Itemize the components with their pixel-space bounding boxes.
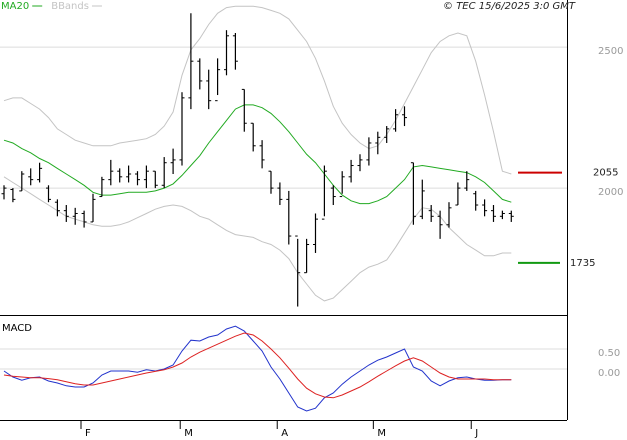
source: © TEC 15/6/2025 3:0 GMT — [443, 1, 576, 12]
level-label: 1735 — [570, 258, 595, 269]
bband-lower — [3, 176, 512, 302]
ma-legend: MA20 — [1, 1, 29, 12]
y-tick-label: 2500 — [598, 46, 623, 57]
level-label: 2055 — [593, 168, 618, 179]
x-tick-label: A — [281, 428, 288, 439]
y-tick-label: 0.50 — [598, 348, 620, 359]
x-tick-label: J — [474, 428, 478, 439]
ma-line — [3, 104, 512, 205]
x-tick-label: F — [85, 428, 91, 439]
x-tick-label: M — [184, 428, 193, 439]
bbands-legend: BBands — [51, 1, 89, 12]
y-tick-label: 2000 — [598, 187, 623, 198]
macd-line — [3, 332, 512, 399]
y-tick-label: 0.00 — [598, 368, 620, 379]
bband-upper — [3, 5, 512, 175]
x-tick-label: M — [377, 428, 386, 439]
panel-title: MACD — [2, 323, 32, 334]
